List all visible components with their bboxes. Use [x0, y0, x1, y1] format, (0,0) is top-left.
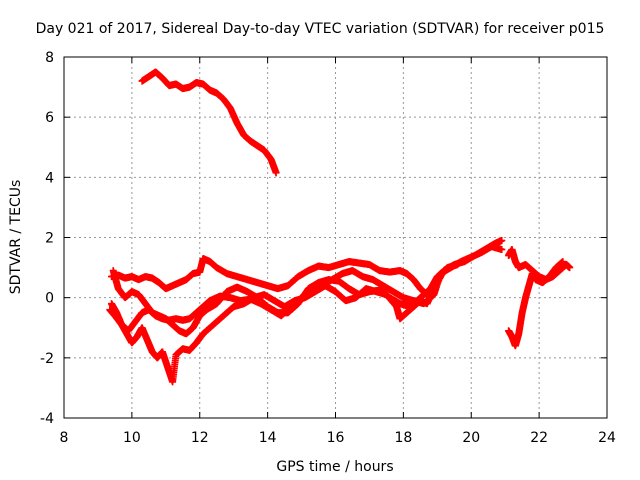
y-tick-label: 4 [45, 170, 54, 186]
data-point [566, 264, 574, 272]
y-tick-labels: -4 -2 0 2 4 6 8 [40, 50, 54, 427]
y-tick-label: 6 [45, 110, 54, 126]
y-axis-label: SDTVAR / TECUs [8, 180, 24, 295]
x-tick-label: 10 [123, 430, 141, 446]
series-arc-right-low [505, 258, 567, 350]
data-point [498, 246, 506, 254]
data-point [559, 258, 567, 266]
y-tick-label: 0 [45, 291, 54, 307]
x-tick-label: 18 [394, 430, 412, 446]
series-arc-top-left [108, 255, 438, 299]
series-arc-high [138, 68, 280, 177]
chart-title: Day 021 of 2017, Sidereal Day-to-day VTE… [36, 21, 605, 37]
data-points [106, 68, 574, 386]
x-tick-label: 24 [598, 430, 616, 446]
y-tick-label: 2 [45, 231, 54, 247]
data-point [498, 237, 506, 245]
axis-ticks [63, 56, 608, 419]
y-tick-label: -2 [40, 351, 54, 367]
grid-lines [64, 57, 607, 418]
x-tick-labels: 8 10 12 14 16 18 20 22 24 [60, 430, 616, 446]
x-tick-label: 8 [60, 430, 69, 446]
x-tick-label: 16 [327, 430, 345, 446]
data-point [272, 169, 280, 177]
series-arc-low [108, 237, 506, 386]
x-tick-label: 22 [530, 430, 548, 446]
x-tick-label: 12 [191, 430, 209, 446]
x-tick-label: 14 [259, 430, 277, 446]
data-point [454, 261, 462, 269]
y-tick-label: 8 [45, 50, 54, 66]
x-tick-label: 20 [462, 430, 480, 446]
series-arc-mid2 [109, 261, 462, 338]
x-axis-label: GPS time / hours [276, 459, 393, 475]
y-tick-label: -4 [40, 411, 54, 427]
